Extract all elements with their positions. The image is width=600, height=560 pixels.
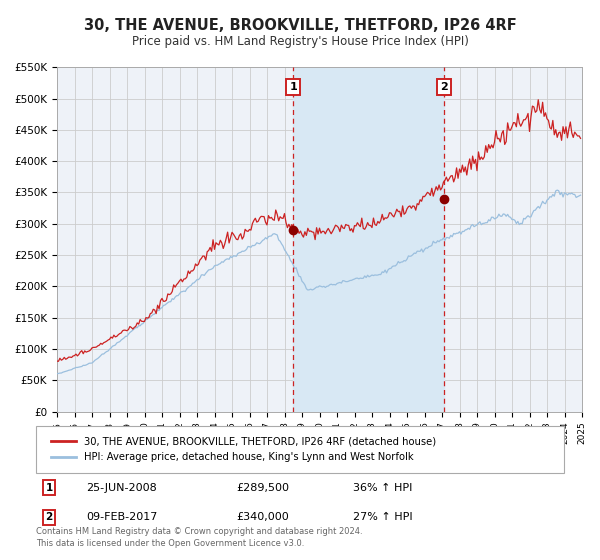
FancyBboxPatch shape	[36, 426, 564, 473]
Text: 25-JUN-2008: 25-JUN-2008	[86, 483, 157, 493]
Text: 2: 2	[440, 82, 448, 92]
Text: 1: 1	[289, 82, 297, 92]
Text: £289,500: £289,500	[236, 483, 290, 493]
Text: 1: 1	[46, 483, 53, 493]
Legend: 30, THE AVENUE, BROOKVILLE, THETFORD, IP26 4RF (detached house), HPI: Average pr: 30, THE AVENUE, BROOKVILLE, THETFORD, IP…	[46, 431, 442, 468]
Text: 27% ↑ HPI: 27% ↑ HPI	[353, 512, 412, 522]
Text: Price paid vs. HM Land Registry's House Price Index (HPI): Price paid vs. HM Land Registry's House …	[131, 35, 469, 49]
Text: 36% ↑ HPI: 36% ↑ HPI	[353, 483, 412, 493]
Text: 30, THE AVENUE, BROOKVILLE, THETFORD, IP26 4RF: 30, THE AVENUE, BROOKVILLE, THETFORD, IP…	[83, 18, 517, 32]
Bar	[293, 67, 444, 412]
Text: 2: 2	[46, 512, 53, 522]
Text: 09-FEB-2017: 09-FEB-2017	[86, 512, 158, 522]
Text: Contains HM Land Registry data © Crown copyright and database right 2024.
This d: Contains HM Land Registry data © Crown c…	[36, 527, 362, 548]
Text: £340,000: £340,000	[236, 512, 289, 522]
